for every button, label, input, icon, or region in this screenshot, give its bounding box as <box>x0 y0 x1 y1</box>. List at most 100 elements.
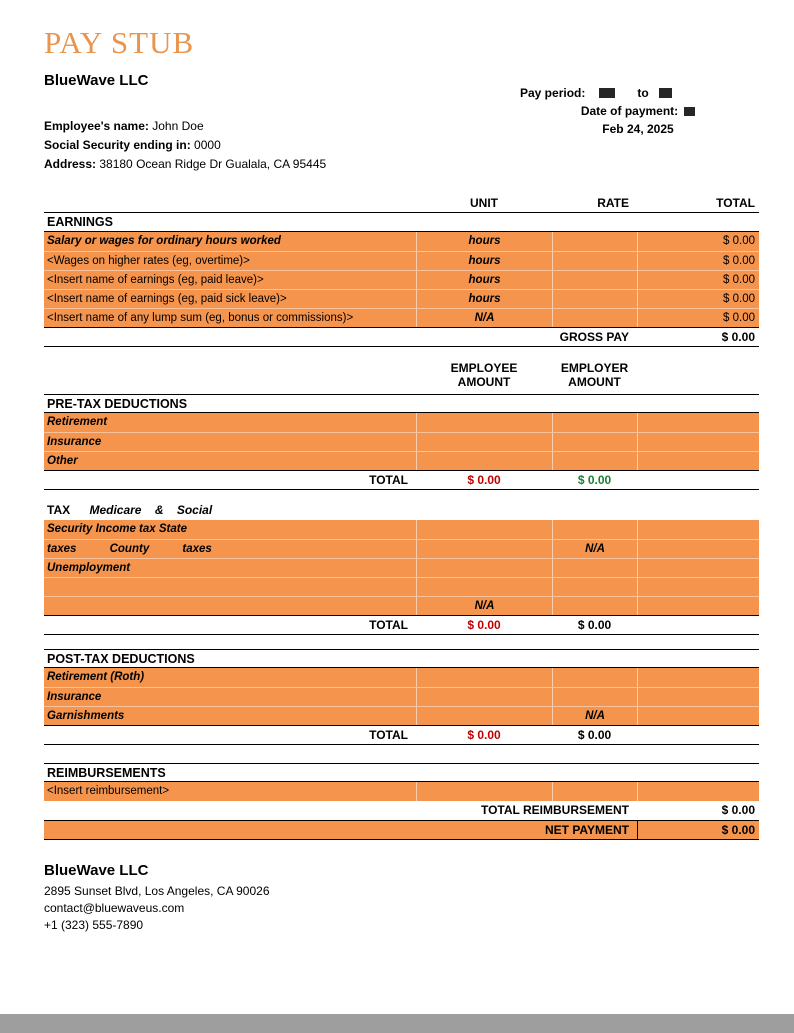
earnings-row-rate <box>552 252 637 270</box>
empty-cell <box>637 578 759 596</box>
empty-cell <box>637 540 759 558</box>
tax-row-employer <box>552 559 637 577</box>
earnings-row-label: <Insert name of any lump sum (eg, bonus … <box>47 312 354 324</box>
tax-rows: Security Income tax State taxes County t… <box>44 520 759 615</box>
employer-amount-header-line2: AMOUNT <box>568 375 621 389</box>
earnings-row-total: $ 0.00 <box>637 232 759 251</box>
reimbursement-row-label: <Insert reimbursement> <box>47 785 170 797</box>
earnings-row-rate <box>552 309 637 327</box>
table-row: Insurance <box>44 432 759 451</box>
posttax-rows: Retirement (Roth) Insurance Garnishments… <box>44 668 759 725</box>
empty-cell <box>552 782 637 801</box>
empty-cell <box>637 361 759 389</box>
posttax-row-employer <box>552 688 637 706</box>
pretax-rows: Retirement Insurance Other <box>44 413 759 470</box>
pay-period-to-label: to <box>637 85 649 100</box>
empty-cell <box>637 597 759 615</box>
employee-amount-header-line1: EMPLOYEE <box>450 361 518 375</box>
pretax-row-employee <box>416 413 552 432</box>
empty-cell <box>637 616 759 635</box>
empty-cell <box>637 668 759 687</box>
empty-cell <box>416 782 552 801</box>
total-reimbursement-value: $ 0.00 <box>721 803 755 817</box>
earnings-row-total: $ 0.00 <box>637 290 759 308</box>
table-row <box>44 577 759 596</box>
column-header-rate: RATE <box>597 196 629 210</box>
footer-company-name: BlueWave LLC <box>44 862 149 879</box>
posttax-row-employee <box>416 707 552 725</box>
tax-heading-prefix: TAX <box>47 503 71 517</box>
empty-cell <box>637 707 759 725</box>
pretax-total-employee: $ 0.00 <box>467 473 501 487</box>
employee-ssn-line: Social Security ending in: 0000 <box>44 136 759 155</box>
pay-period-end-box <box>658 87 672 98</box>
empty-cell <box>637 471 759 490</box>
posttax-row-label: Garnishments <box>47 710 125 722</box>
pay-period-label: Pay period: <box>520 85 586 100</box>
table-row: Security Income tax State <box>44 520 759 539</box>
posttax-total-row: TOTAL $ 0.00 $ 0.00 <box>44 725 759 745</box>
posttax-row-employee <box>416 688 552 706</box>
tax-row-employee <box>416 520 552 539</box>
tax-row-employer <box>552 578 637 596</box>
pay-period-block: Pay period: to Date of payment: Feb 24, … <box>520 84 756 136</box>
pay-period-start-box <box>599 87 616 98</box>
earnings-row-total: $ 0.00 <box>637 309 759 327</box>
earnings-row-unit: hours <box>416 290 552 308</box>
table-row: Other <box>44 451 759 470</box>
footer-phone: +1 (323) 555-7890 <box>44 918 144 932</box>
posttax-row-employee <box>416 668 552 687</box>
table-row: Salary or wages for ordinary hours worke… <box>44 232 759 251</box>
footer-address: 2895 Sunset Blvd, Los Angeles, CA 90026 <box>44 884 270 898</box>
tax-section-header: TAX Medicare & Social <box>44 500 759 520</box>
net-payment-value: $ 0.00 <box>637 821 759 839</box>
pretax-row-employee <box>416 452 552 470</box>
empty-cell <box>637 413 759 432</box>
earnings-row-unit: hours <box>416 252 552 270</box>
table-row: <Insert reimbursement> <box>44 782 759 801</box>
tax-row-employee <box>416 559 552 577</box>
pretax-total-row: TOTAL $ 0.00 $ 0.00 <box>44 470 759 490</box>
earnings-section-header: EARNINGS <box>44 213 759 232</box>
tax-row-employer <box>552 520 637 539</box>
tax-row-employer: N/A <box>552 540 637 558</box>
footer-email: contact@bluewaveus.com <box>44 901 185 915</box>
employee-ssn-label: Social Security ending in: <box>44 138 191 152</box>
column-header-total: TOTAL <box>716 196 755 210</box>
employee-info: Employee's name: John Doe Social Securit… <box>44 117 759 174</box>
earnings-row-total: $ 0.00 <box>637 252 759 270</box>
tax-row-employee <box>416 578 552 596</box>
date-of-payment-label: Date of payment: <box>580 104 679 118</box>
pretax-row-employer <box>552 413 637 432</box>
page-title: PAY STUB <box>44 25 195 60</box>
table-row: <Insert name of earnings (eg, paid sick … <box>44 289 759 308</box>
posttax-row-employer <box>552 668 637 687</box>
employee-address-line: Address: 38180 Ocean Ridge Dr Gualala, C… <box>44 155 759 174</box>
table-row: <Insert name of earnings (eg, paid leave… <box>44 270 759 289</box>
total-reimbursement-label: TOTAL REIMBURSEMENT <box>480 803 629 817</box>
employee-ssn-value: 0000 <box>194 138 221 152</box>
earnings-rows: Salary or wages for ordinary hours worke… <box>44 232 759 327</box>
net-payment-row: NET PAYMENT $ 0.00 <box>44 820 759 840</box>
tax-row-label: Unemployment <box>47 562 131 574</box>
reimbursement-rows: <Insert reimbursement> <box>44 782 759 801</box>
earnings-row-unit: hours <box>416 271 552 289</box>
empty-cell <box>637 688 759 706</box>
pretax-row-employer <box>552 433 637 451</box>
date-of-payment-box <box>684 106 696 116</box>
gross-pay-total: $ 0.00 <box>721 330 755 344</box>
table-row: <Wages on higher rates (eg, overtime)> h… <box>44 251 759 270</box>
pretax-total-label: TOTAL <box>369 473 408 487</box>
employee-amount-header: EMPLOYEE AMOUNT <box>416 361 552 389</box>
earnings-row-unit: hours <box>416 232 552 251</box>
posttax-row-employer: N/A <box>552 707 637 725</box>
empty-cell <box>44 328 416 347</box>
tax-row-employer <box>552 597 637 615</box>
tax-total-employer: $ 0.00 <box>577 618 612 632</box>
pretax-row-label: Insurance <box>47 436 102 448</box>
tax-row-label: taxes County taxes <box>47 543 212 555</box>
tax-row-employee <box>416 540 552 558</box>
table-row: Garnishments N/A <box>44 706 759 725</box>
tax-row-label <box>44 578 416 596</box>
